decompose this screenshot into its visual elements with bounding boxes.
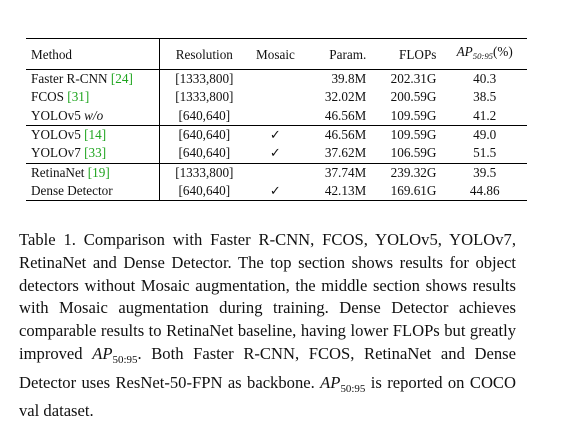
table-row: Dense Detector [640,640] ✓ 42.13M 169.61…: [26, 181, 527, 201]
caption-text-part3: is reported on COCO val dataset.: [19, 372, 516, 421]
mosaic-cell: [249, 88, 303, 106]
param-cell: 37.62M: [324, 145, 367, 161]
method-name: Faster R-CNN: [31, 71, 111, 87]
param-cell: 42.13M: [324, 182, 367, 198]
citation-link[interactable]: [24]: [110, 71, 133, 87]
table-section-mosaic: YOLOv5 [14] [640,640] ✓ 46.56M 109.59G 4…: [26, 125, 527, 164]
table-row: Faster R-CNN [24] [1333,800] 39.8M 202.3…: [26, 69, 527, 89]
table-row: YOLOv7 [33] [640,640] ✓ 37.62M 106.59G 5…: [26, 144, 527, 164]
row-method-cell: Faster R-CNN [24]: [26, 70, 159, 89]
ap-cell: 51.5: [473, 145, 497, 161]
flops-cell: 109.59G: [390, 107, 437, 123]
row-method-cell: FCOS [31]: [26, 88, 159, 106]
header-flops: FLOPs: [399, 46, 437, 62]
resolution-cell: [1333,800]: [158, 88, 249, 107]
mosaic-check: ✓: [269, 182, 281, 198]
caption-text-part2: . Both Faster R-CNN, FCOS, RetinaNet and…: [19, 343, 516, 392]
header-ap: AP50:95(%): [442, 39, 527, 70]
table-row: RetinaNet [19] [1333,800] 37.74M 239.32G…: [26, 163, 527, 182]
mosaic-cell: [249, 70, 303, 89]
caption-ap-sub: 50:95: [340, 382, 366, 395]
caption-ap-main: AP: [92, 343, 113, 363]
row-method-cell: YOLOv5 [14]: [26, 125, 159, 144]
resolution-cell: [1333,800]: [158, 69, 249, 89]
method-name: YOLOv5: [31, 107, 85, 123]
flops-cell: 109.59G: [390, 126, 437, 142]
ap-cell: 40.3: [473, 71, 497, 87]
flops-cell: 239.32G: [390, 164, 437, 180]
table-header-row: Method Resolution Mosaic Param. FLOPs AP…: [26, 38, 527, 70]
header-resolution: Resolution: [158, 38, 249, 70]
flops-cell: 169.61G: [390, 182, 437, 198]
header-ap-sub: 50:95: [472, 51, 494, 62]
param-cell: 32.02M: [324, 89, 367, 105]
method-name: YOLOv5: [31, 126, 85, 142]
mosaic-check: ✓: [269, 145, 281, 161]
ap-cell: 41.2: [473, 107, 497, 123]
table-row: FCOS [31] [1333,800] 32.02M 200.59G 38.5: [26, 88, 527, 107]
flops-cell: 200.59G: [390, 89, 437, 105]
param-cell: 39.8M: [331, 71, 367, 87]
ap-cell: 49.0: [473, 126, 497, 142]
method-name: RetinaNet: [31, 164, 88, 180]
method-suffix: w/o: [84, 107, 104, 123]
comparison-table-container: Method Resolution Mosaic Param. FLOPs AP…: [26, 38, 527, 201]
header-param: Param.: [329, 46, 367, 62]
flops-cell: 106.59G: [390, 145, 437, 161]
ap-cell: 44.86: [469, 182, 500, 198]
resolution-cell: [640,640]: [158, 106, 249, 126]
citation-link[interactable]: [31]: [67, 89, 90, 105]
resolution-cell: [640,640]: [158, 181, 249, 201]
mosaic-cell: [249, 163, 303, 182]
citation-link[interactable]: [19]: [87, 164, 110, 180]
resolution-cell: [640,640]: [158, 125, 249, 145]
citation-link[interactable]: [14]: [84, 126, 107, 142]
param-cell: 46.56M: [324, 107, 367, 123]
table-row: YOLOv5 w/o [640,640] 46.56M 109.59G 41.2: [26, 106, 527, 126]
mosaic-check: ✓: [269, 126, 281, 142]
row-method-cell: Dense Detector: [26, 182, 159, 201]
method-name: YOLOv7: [31, 145, 85, 161]
table-caption: Table 1. Comparison with Faster R-CNN, F…: [19, 229, 516, 423]
resolution-cell: [640,640]: [158, 144, 249, 164]
caption-text-part1: Table 1. Comparison with Faster R-CNN, F…: [19, 230, 516, 363]
ap-cell: 38.5: [473, 89, 497, 105]
header-ap-main: AP: [456, 44, 473, 59]
caption-ap-sub: 50:95: [112, 353, 138, 366]
table-section-no-mosaic: Faster R-CNN [24] [1333,800] 39.8M 202.3…: [26, 69, 527, 126]
method-name: FCOS: [31, 89, 68, 105]
ap-cell: 39.5: [473, 164, 497, 180]
method-name: Dense Detector: [31, 182, 113, 198]
table-row: YOLOv5 [14] [640,640] ✓ 46.56M 109.59G 4…: [26, 125, 527, 145]
row-method-cell: YOLOv7 [33]: [26, 144, 159, 163]
row-method-cell: YOLOv5 w/o: [26, 107, 159, 126]
header-method: Method: [31, 46, 73, 62]
mosaic-cell: [249, 107, 303, 126]
caption-ap-main: AP: [320, 372, 341, 392]
resolution-cell: [1333,800]: [158, 163, 249, 182]
header-ap-unit: (%): [493, 44, 513, 59]
comparison-table: Method Resolution Mosaic Param. FLOPs AP…: [26, 38, 527, 201]
param-cell: 46.56M: [324, 126, 367, 142]
flops-cell: 202.31G: [390, 71, 437, 87]
citation-link[interactable]: [33]: [84, 145, 107, 161]
row-method-cell: RetinaNet [19]: [26, 163, 159, 182]
param-cell: 37.74M: [324, 164, 367, 180]
table-section-dense: RetinaNet [19] [1333,800] 37.74M 239.32G…: [26, 163, 527, 201]
header-mosaic: Mosaic: [256, 46, 295, 62]
